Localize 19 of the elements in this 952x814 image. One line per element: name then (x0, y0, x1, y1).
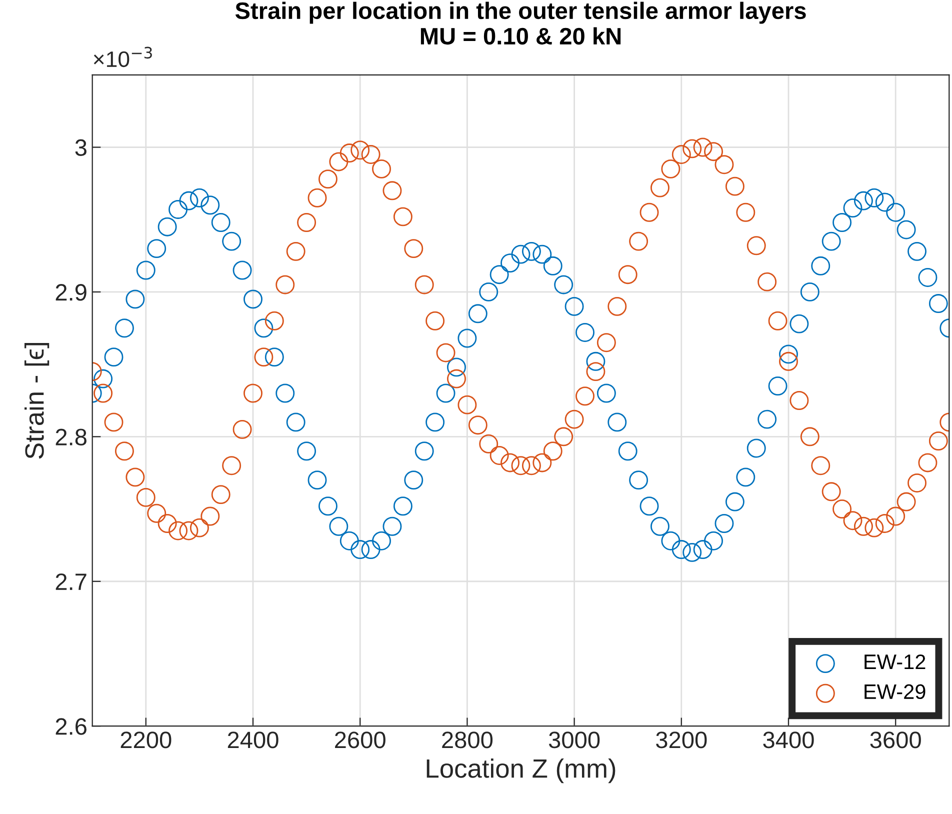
y-axis-title: Strain - [ϵ] (24, 343, 50, 459)
legend-label: EW-29 (864, 684, 926, 700)
x-tick-label: 3000 (548, 732, 600, 748)
chart-title: Strain per location in the outer tensile armor layers MU = 0.10 & 20 kN (235, 2, 806, 45)
y-tick-label: 2.6 (56, 718, 86, 735)
y-tick-label: 2.9 (56, 284, 86, 301)
x-tick-label: 3400 (763, 732, 814, 748)
x-tick-label: 3200 (656, 732, 707, 748)
legend-label: EW-12 (864, 654, 926, 670)
x-tick-label: 3600 (870, 732, 921, 748)
x-tick-label: 2600 (335, 732, 386, 748)
text: ×10$^{−3}$ (94, 46, 152, 68)
x-tick-label: 2400 (228, 732, 278, 748)
y-tick-label: 3 (75, 139, 86, 156)
x-tick-label: 2800 (442, 732, 493, 748)
x-tick-label: 2200 (120, 732, 172, 748)
y-tick-label: 2.8 (56, 428, 86, 446)
y-tick-label: 2.7 (56, 573, 86, 590)
x-axis-title: Location Z (mm) (426, 758, 616, 784)
